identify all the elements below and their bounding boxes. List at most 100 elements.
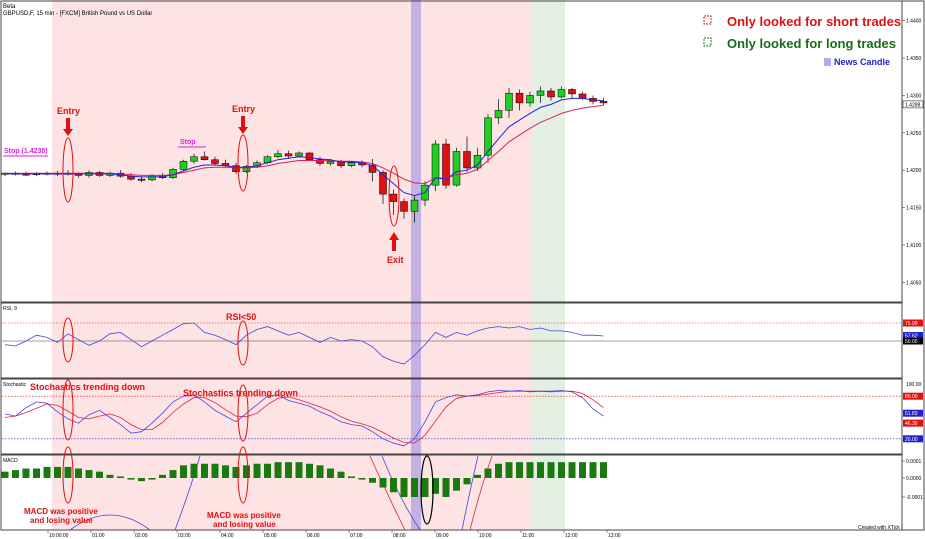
time-tick-label: 13:00 xyxy=(608,533,621,539)
macd-signal-curve xyxy=(369,455,406,531)
entry-ellipse-2 xyxy=(237,134,249,192)
macd-bar xyxy=(138,478,145,482)
entry-arrow-2 xyxy=(238,116,248,134)
rsi-ellipse-2 xyxy=(237,320,249,366)
macd-bar xyxy=(495,463,502,478)
short-legend-swatch xyxy=(703,15,712,25)
macd-bar xyxy=(43,466,51,478)
candle-body xyxy=(305,152,314,160)
candle-body xyxy=(463,151,471,169)
macd-annotation-1b: and losing value xyxy=(30,516,93,525)
macd-bar xyxy=(22,468,30,478)
short-trades-zone xyxy=(52,0,531,530)
macd-bar xyxy=(232,466,240,478)
candle-body xyxy=(452,151,461,186)
time-tick-label: 08:00 xyxy=(393,533,406,539)
macd-signal-curve xyxy=(469,455,493,531)
candle-body xyxy=(200,156,209,160)
candle-body xyxy=(232,165,240,172)
macd-bar xyxy=(285,462,292,478)
time-tick-label: 12:00 xyxy=(565,533,578,539)
entry-label-2: Entry xyxy=(232,104,255,114)
macd-bar xyxy=(547,462,555,478)
stochastic-d-line xyxy=(4,390,604,444)
price-tick-label: 1.4200 xyxy=(906,168,922,174)
macd-bar xyxy=(211,463,219,478)
footer-credit: Created with XTick xyxy=(858,525,900,531)
candle-body xyxy=(568,89,576,95)
macd-tick-label: 0.0000 xyxy=(906,476,922,482)
rsi-value-label: 75.00 xyxy=(905,321,918,327)
candle-body xyxy=(295,152,303,157)
macd-bar xyxy=(484,468,492,478)
macd-bar xyxy=(453,478,460,491)
macd-bar xyxy=(127,478,135,480)
macd-bar xyxy=(180,465,187,478)
macd-tick-label: 0.0001 xyxy=(906,459,922,465)
macd-ellipse-2 xyxy=(237,446,249,504)
time-tick-label: 06:00 xyxy=(307,533,320,539)
macd-bar xyxy=(117,476,124,478)
rsi-value-box xyxy=(903,319,923,327)
macd-ellipse-1 xyxy=(62,446,74,504)
candle-body xyxy=(578,93,587,99)
time-tick-label: 10:00 xyxy=(479,533,492,539)
macd-bar xyxy=(474,474,481,478)
macd-bar xyxy=(411,478,418,497)
candle-body xyxy=(526,95,534,104)
macd-bar xyxy=(306,463,313,478)
rsi-value-box xyxy=(903,332,923,340)
stoch-annotation-2: Stochastics trending down xyxy=(183,388,298,398)
macd-bar xyxy=(505,462,513,478)
macd-bar xyxy=(421,478,429,497)
price-tick-label: 1.4150 xyxy=(906,206,922,212)
macd-bar xyxy=(337,471,345,478)
candle-body xyxy=(274,153,282,157)
candle-body xyxy=(442,143,450,186)
current-price-label: 1.4288 xyxy=(905,102,921,108)
exit-ellipse xyxy=(388,165,400,227)
price-tick-label: 1.4300 xyxy=(906,93,922,99)
candle-body xyxy=(137,178,146,181)
macd-bar xyxy=(369,478,376,483)
legend-long-trades: Only looked for long trades xyxy=(727,36,896,51)
candle-body xyxy=(410,199,419,212)
macd-bar xyxy=(159,474,166,478)
time-tick-label: 11:00 xyxy=(522,533,534,539)
stop-label: Stop xyxy=(180,139,196,146)
macd-bar xyxy=(348,476,355,478)
macd-signal-curve xyxy=(461,455,479,531)
macd-bar xyxy=(537,462,544,478)
price-tick-label: 1.4050 xyxy=(906,280,922,286)
stoch-annotation-1: Stochastics trending down xyxy=(30,382,145,392)
macd-bar xyxy=(201,463,208,478)
stoch-ellipse-2 xyxy=(237,384,249,442)
chart-tab-label[interactable]: Beta xyxy=(3,4,16,10)
candle-body xyxy=(557,89,566,98)
stoch-value-label: 20.00 xyxy=(905,437,918,443)
macd-bar xyxy=(169,470,177,478)
macd-bar xyxy=(379,478,387,488)
rsi-ellipse-1 xyxy=(62,317,74,363)
macd-bar xyxy=(274,462,282,478)
candle-body xyxy=(515,92,524,104)
candle-body xyxy=(316,159,324,164)
candle-body xyxy=(547,90,555,98)
time-tick-label: 05:00 xyxy=(264,533,277,539)
candle-body xyxy=(284,153,293,157)
macd-annotation-1a: MACD was positive xyxy=(24,507,98,516)
macd-bar xyxy=(463,478,471,485)
macd-bar xyxy=(589,462,597,478)
candle-body xyxy=(473,154,482,169)
macd-bar xyxy=(12,470,19,478)
stoch-value-box xyxy=(903,435,923,443)
time-tick-label: 01:00 xyxy=(92,533,105,539)
stoch-max-label: 100.00 xyxy=(906,382,922,388)
entry-ellipse-1 xyxy=(62,137,74,203)
macd-bar xyxy=(568,462,576,478)
rsi-value-box xyxy=(903,337,923,345)
macd-signal-curve xyxy=(69,514,151,531)
macd-panel-label: MACD xyxy=(3,458,18,464)
candle-body xyxy=(211,159,219,164)
